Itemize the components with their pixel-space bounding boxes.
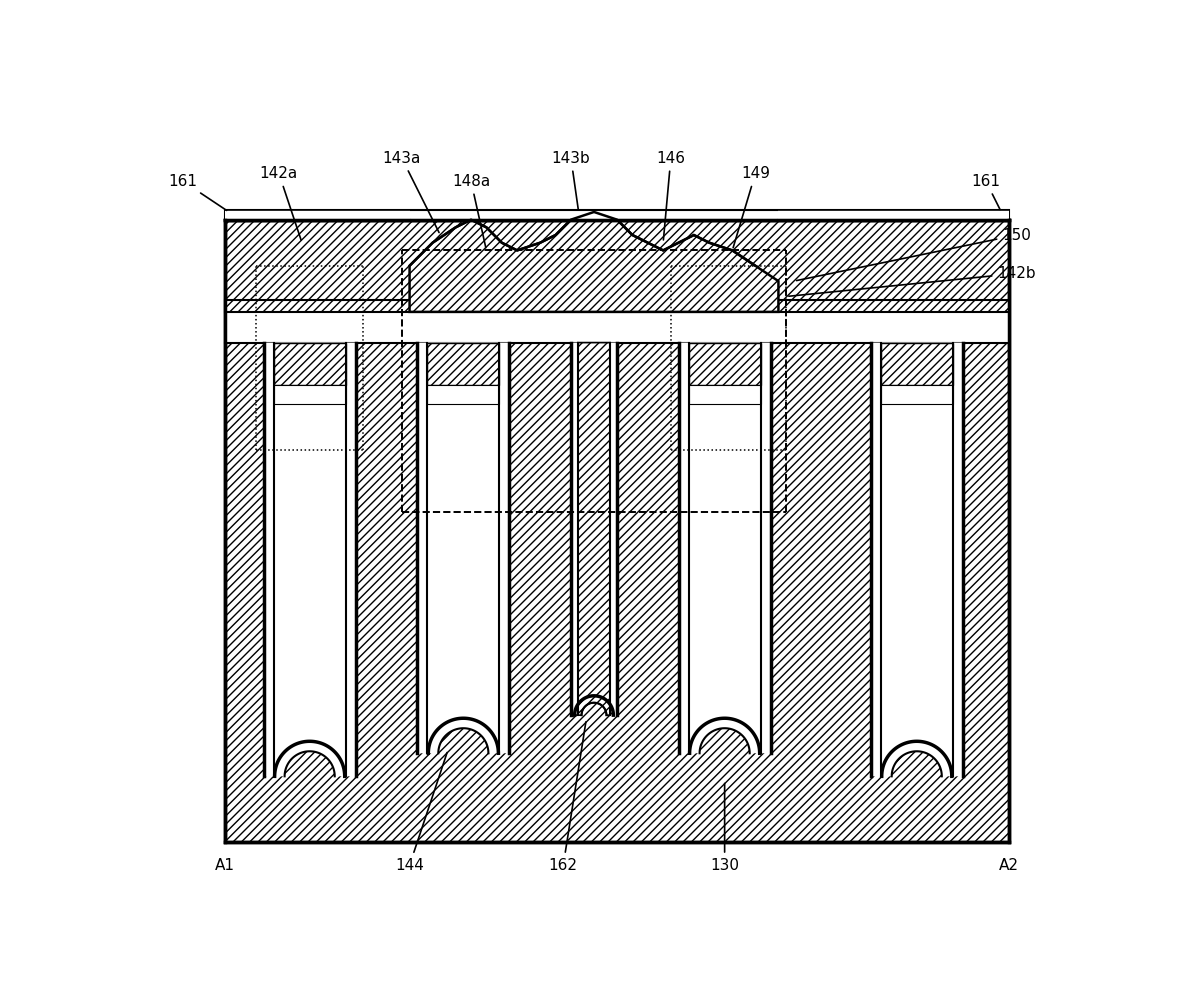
Text: 150: 150 <box>797 228 1031 280</box>
Polygon shape <box>409 212 779 312</box>
Polygon shape <box>273 342 346 776</box>
Polygon shape <box>418 342 509 753</box>
Bar <box>157 0 1078 143</box>
Polygon shape <box>689 342 761 385</box>
Bar <box>225 211 1009 220</box>
Polygon shape <box>578 342 610 716</box>
Text: 130: 130 <box>710 783 739 872</box>
Polygon shape <box>427 342 500 753</box>
Bar <box>225 220 1009 842</box>
Text: 148a: 148a <box>452 174 490 248</box>
Polygon shape <box>689 342 761 753</box>
Text: A1: A1 <box>216 857 235 872</box>
Bar <box>779 211 1009 220</box>
Polygon shape <box>273 385 346 404</box>
Bar <box>225 312 1009 342</box>
Polygon shape <box>689 385 761 404</box>
Polygon shape <box>571 342 616 716</box>
Polygon shape <box>264 342 355 776</box>
Text: 162: 162 <box>549 722 586 872</box>
Text: 149: 149 <box>733 166 769 248</box>
Text: 144: 144 <box>395 752 447 872</box>
Text: 143a: 143a <box>383 151 439 233</box>
Text: 161: 161 <box>972 174 1001 210</box>
Polygon shape <box>427 385 500 404</box>
Text: 142b: 142b <box>789 265 1035 296</box>
Text: A2: A2 <box>999 857 1019 872</box>
Text: 142a: 142a <box>260 166 301 241</box>
Bar <box>225 211 409 220</box>
Text: 146: 146 <box>656 151 685 240</box>
Polygon shape <box>880 342 952 385</box>
Text: 143b: 143b <box>551 151 590 210</box>
Polygon shape <box>679 342 771 753</box>
Polygon shape <box>870 342 963 776</box>
Bar <box>225 300 1009 312</box>
Polygon shape <box>427 342 500 385</box>
Text: 161: 161 <box>169 174 226 211</box>
Polygon shape <box>880 385 952 404</box>
Polygon shape <box>880 342 952 776</box>
Polygon shape <box>273 342 346 385</box>
